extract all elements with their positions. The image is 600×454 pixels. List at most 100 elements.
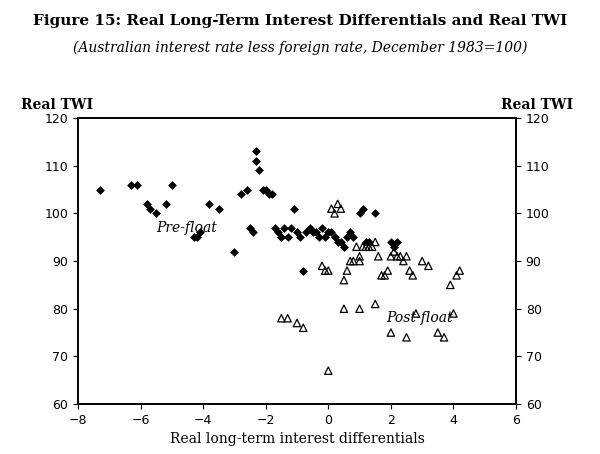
Point (133, 181, 142, 188)
Point (405, 267, 415, 274)
Point (195, 229, 205, 236)
Point (395, 252, 405, 260)
Point (245, 224, 255, 232)
Point (377, 271, 386, 279)
X-axis label: Real long-term interest differentials: Real long-term interest differentials (170, 432, 424, 446)
Point (355, 257, 364, 265)
Point (389, 243, 399, 251)
Point (455, 267, 464, 274)
Point (323, 367, 333, 374)
Point (151, 210, 161, 217)
Point (355, 210, 364, 217)
Point (145, 205, 155, 212)
Point (242, 186, 252, 193)
Text: Pre-float: Pre-float (156, 221, 217, 235)
Point (189, 233, 199, 241)
Point (402, 334, 412, 341)
Point (326, 229, 336, 236)
Point (161, 200, 170, 207)
Point (283, 233, 292, 241)
Point (258, 186, 268, 193)
Point (402, 252, 412, 260)
Text: Real TWI: Real TWI (21, 99, 93, 112)
Point (277, 233, 286, 241)
Point (261, 186, 271, 193)
Point (439, 334, 449, 341)
Point (311, 229, 320, 236)
Point (277, 315, 286, 322)
Point (386, 252, 395, 260)
Point (271, 224, 280, 232)
Point (320, 233, 330, 241)
Point (408, 271, 418, 279)
Point (323, 229, 333, 236)
Point (326, 205, 336, 212)
Point (352, 243, 361, 251)
Point (386, 238, 395, 246)
Point (418, 257, 427, 265)
Point (317, 224, 327, 232)
Point (277, 233, 286, 241)
Point (95, 186, 105, 193)
Point (192, 233, 202, 241)
Point (251, 158, 261, 165)
Point (380, 271, 389, 279)
Point (308, 229, 317, 236)
Point (398, 257, 408, 265)
Point (323, 267, 333, 274)
Point (292, 320, 302, 327)
Point (364, 243, 374, 251)
Point (330, 233, 340, 241)
Point (346, 229, 355, 236)
Point (386, 329, 395, 336)
Point (370, 238, 380, 246)
Point (289, 205, 299, 212)
Point (424, 262, 433, 269)
Point (292, 229, 302, 236)
Point (392, 252, 402, 260)
Point (317, 262, 327, 269)
Point (230, 248, 239, 255)
Point (339, 305, 349, 312)
Point (251, 148, 261, 155)
Text: Figure 15: Real Long-Term Interest Differentials and Real TWI: Figure 15: Real Long-Term Interest Diffe… (33, 14, 567, 28)
Point (349, 257, 358, 265)
Point (339, 276, 349, 284)
Point (433, 329, 443, 336)
Point (346, 257, 355, 265)
Point (298, 324, 308, 331)
Point (248, 229, 258, 236)
Point (339, 243, 349, 251)
Point (305, 224, 314, 232)
Point (358, 205, 368, 212)
Point (214, 205, 224, 212)
Point (367, 243, 377, 251)
Point (302, 229, 311, 236)
Text: (Australian interest rate less foreign rate, December 1983=100): (Australian interest rate less foreign r… (73, 41, 527, 55)
Point (370, 210, 380, 217)
Point (205, 200, 214, 207)
Point (411, 310, 421, 317)
Point (142, 200, 152, 207)
Point (355, 305, 364, 312)
Point (452, 271, 461, 279)
Point (283, 315, 292, 322)
Point (254, 167, 264, 174)
Point (449, 310, 458, 317)
Point (280, 224, 289, 232)
Text: Post-float: Post-float (386, 311, 453, 325)
Point (167, 181, 176, 188)
Point (358, 243, 368, 251)
Point (336, 205, 346, 212)
Point (361, 238, 371, 246)
Point (349, 233, 358, 241)
Point (383, 267, 392, 274)
Point (392, 238, 402, 246)
Point (333, 200, 343, 207)
Point (389, 248, 399, 255)
Point (298, 267, 308, 274)
Point (342, 267, 352, 274)
Point (127, 181, 136, 188)
Text: Real TWI: Real TWI (501, 99, 573, 112)
Point (267, 191, 277, 198)
